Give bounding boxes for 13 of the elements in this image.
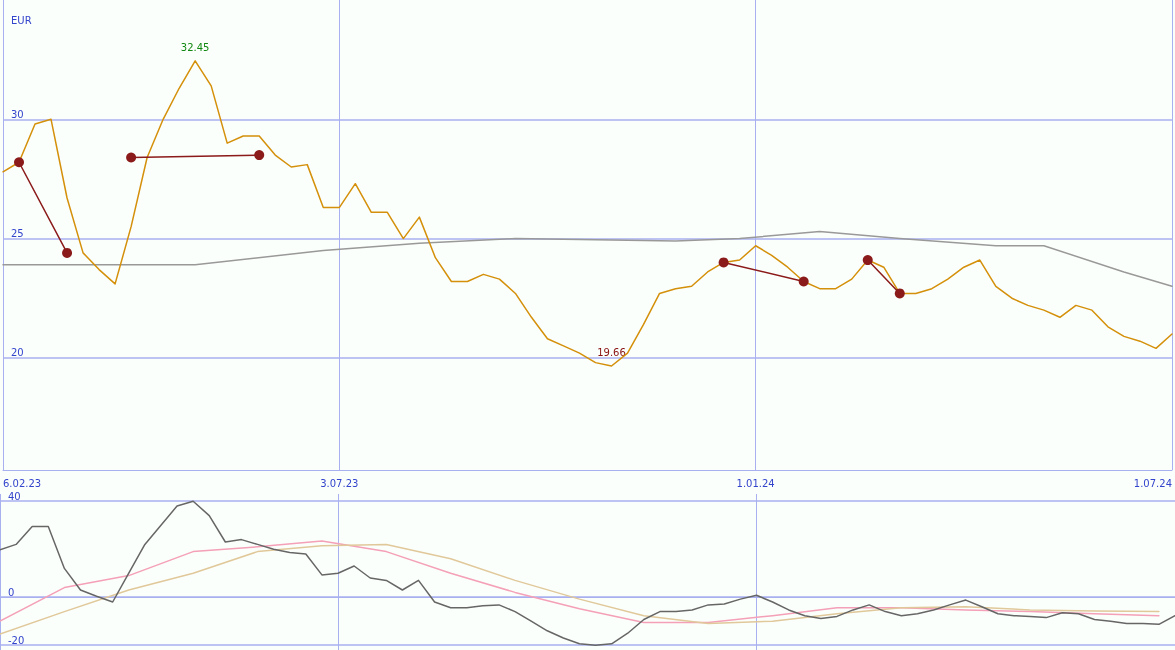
y-tick-label: 30 xyxy=(11,108,24,120)
y-tick-label: 40 xyxy=(8,490,21,502)
x-tick-label: 3.07.23 xyxy=(320,477,359,489)
y-tick-label: 20 xyxy=(11,347,24,359)
annotation: 32.45 xyxy=(180,42,210,54)
y-tick-label: -20 xyxy=(8,634,25,646)
x-tick-label: 6.02.23 xyxy=(3,477,42,489)
y-axis-title: EUR xyxy=(11,14,32,26)
x-tick-label: 1.07.24 xyxy=(1133,477,1172,489)
x-tick-label: 1.01.24 xyxy=(736,477,775,489)
y-tick-label: 0 xyxy=(8,586,15,598)
annotation: 19.66 xyxy=(597,347,626,359)
y-tick-label: 25 xyxy=(11,228,24,240)
